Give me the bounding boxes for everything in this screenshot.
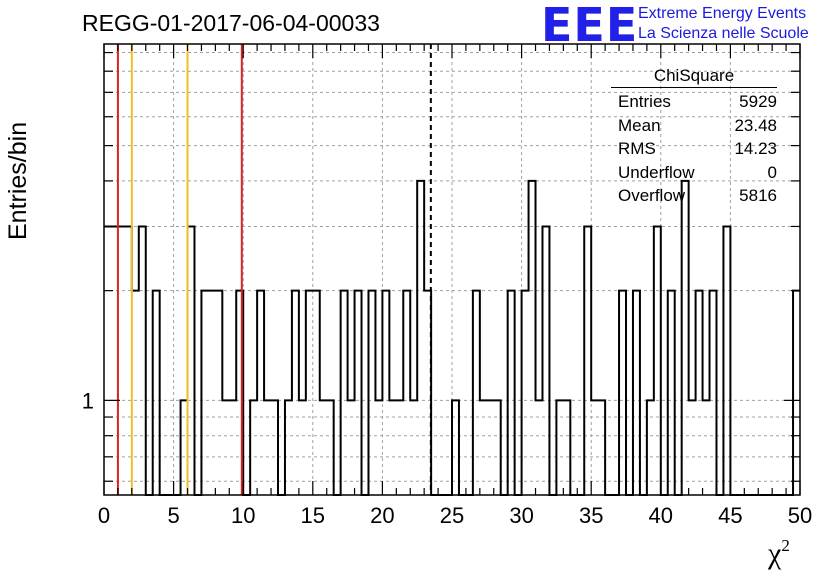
x-tick-label: 30 [509,503,533,528]
stats-row-overflow: Overflow 5816 [611,184,777,208]
x-tick-label: 35 [579,503,603,528]
stats-value: 5929 [739,92,777,111]
stats-label: Underflow [618,162,695,182]
stats-label: Overflow [618,186,686,205]
logo-caption: Extreme Energy Events La Scienza nelle S… [638,4,809,44]
stats-value: 23.48 [734,115,777,135]
logo-caption-line2: La Scienza nelle Scuole [638,25,809,42]
stats-row-rms: RMS 14.23 [611,137,777,161]
logo-caption-line1: Extreme Energy Events [638,5,807,22]
x-tick-label: 20 [370,503,394,528]
x-tick-label: 10 [231,503,255,528]
y-tick-label: 1 [82,388,94,413]
y-axis-label: Entries/bin [4,121,32,240]
x-tick-label: 15 [301,503,325,528]
histogram-outline [104,179,800,496]
x-axis-label: χ2 [768,536,790,571]
stats-value: 0 [767,162,777,182]
stats-label: Entries [618,92,671,111]
x-tick-label: 45 [718,503,742,528]
x-tick-label: 50 [788,503,812,528]
stats-label: RMS [618,139,656,158]
x-tick-label: 40 [649,503,673,528]
run-title: REGG-01-2017-06-04-00033 [82,10,380,36]
x-tick-label: 5 [167,503,179,528]
stats-row-underflow: Underflow 0 [611,161,777,185]
x-tick-label: 25 [440,503,464,528]
eee-logo: EEE [541,0,639,52]
stats-row-mean: Mean 23.48 [611,114,777,138]
stats-label: Mean [618,115,661,135]
stats-value: 14.23 [734,139,777,158]
x-axis-label-exponent: 2 [781,536,790,555]
x-tick-label: 0 [98,503,110,528]
stats-title: ChiSquare [611,66,777,88]
x-axis-label-base: χ [768,537,782,570]
stats-box: ChiSquare Entries 5929 Mean 23.48 RMS 14.23… [611,66,777,208]
stats-value: 5816 [739,186,777,205]
stats-row-entries: Entries 5929 [611,90,777,114]
